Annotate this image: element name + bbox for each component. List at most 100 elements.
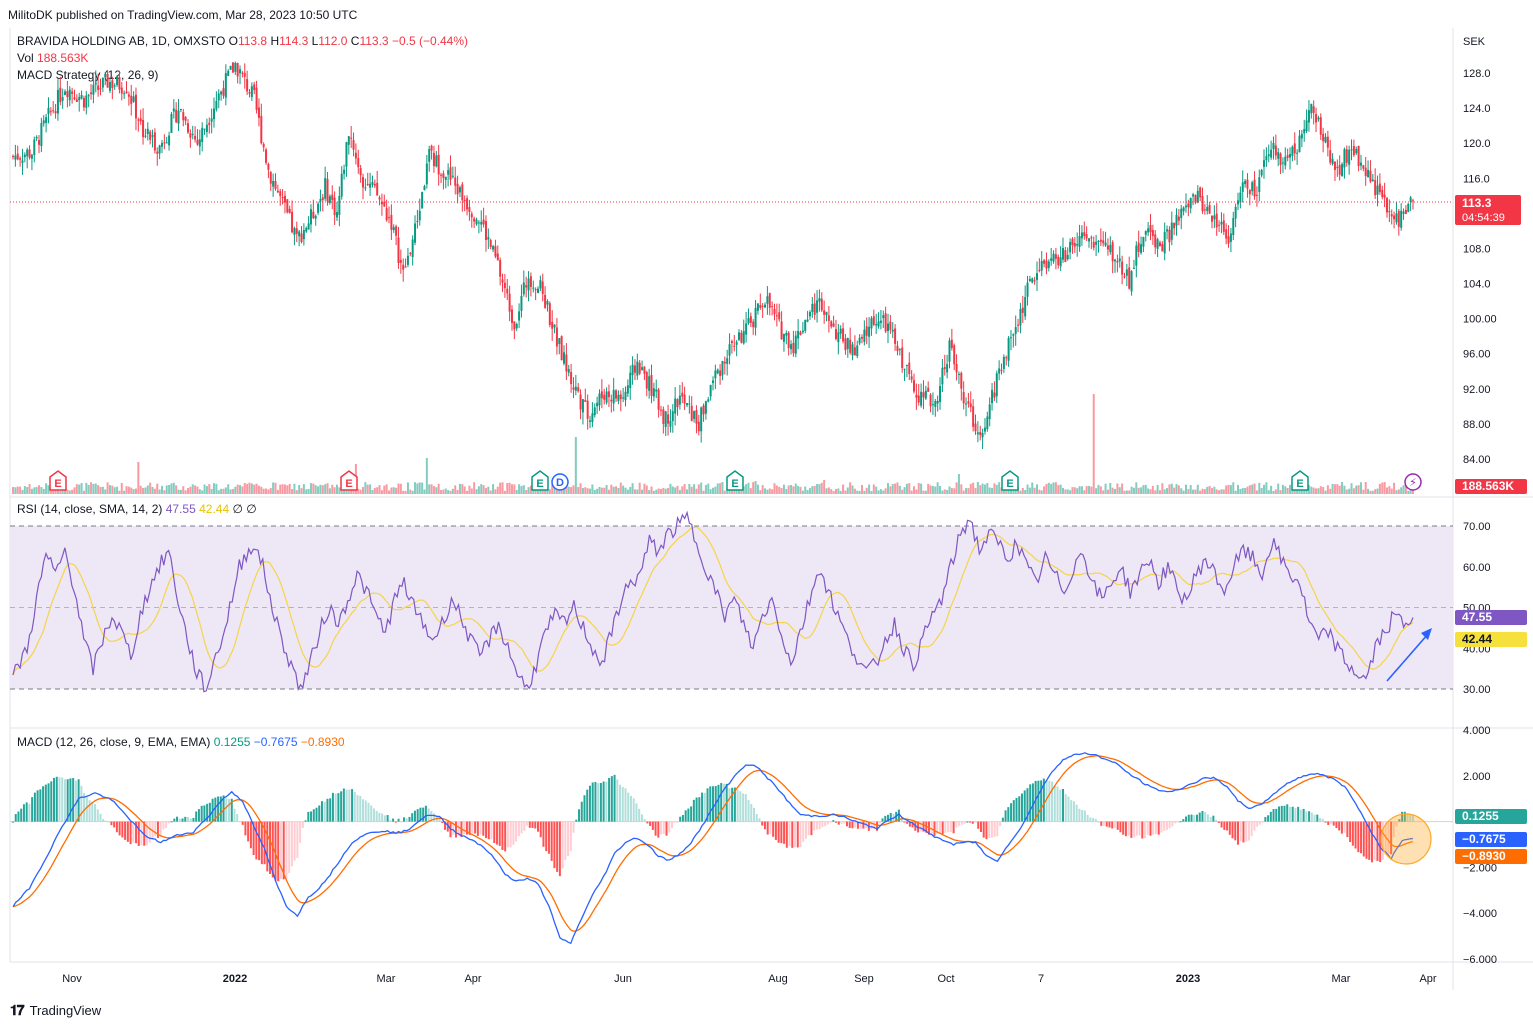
macd-histogram-bar	[1269, 811, 1272, 822]
macd-histogram-bar	[1286, 804, 1289, 822]
macd-histogram-bar	[1368, 821, 1371, 860]
macd-histogram-bar	[1015, 797, 1018, 822]
macd-histogram-bar	[1234, 821, 1237, 841]
volume-bar	[1156, 484, 1159, 494]
candle-body	[473, 218, 476, 222]
candle-body	[94, 82, 97, 85]
candle-body	[1073, 243, 1076, 247]
macd-histogram-bar	[1381, 821, 1384, 860]
volume-bar	[454, 485, 457, 494]
candle-body	[82, 98, 85, 108]
macd-histogram-bar	[1113, 821, 1116, 828]
candle-body	[1412, 200, 1414, 202]
macd-histogram-bar	[290, 821, 293, 867]
macd-histogram-bar	[520, 821, 523, 834]
volume-bar	[1367, 488, 1370, 494]
volume-bar	[142, 487, 145, 494]
macd-histogram-bar	[969, 821, 972, 823]
candle-body	[527, 278, 530, 291]
candle-body	[1028, 279, 1031, 282]
macd-histogram-bar	[526, 821, 529, 826]
candle-body	[156, 151, 159, 154]
macd-histogram-bar	[1321, 818, 1324, 822]
volume-bar	[94, 483, 97, 494]
macd-histogram-bar	[578, 809, 581, 822]
candle-body	[657, 389, 660, 410]
macd-histogram-bar	[342, 788, 345, 822]
candle-body	[19, 158, 22, 160]
volume-bar	[390, 487, 393, 494]
macd-histogram-bar	[148, 821, 151, 843]
candle-body	[849, 339, 852, 353]
macd-histogram-bar	[731, 787, 734, 822]
candle-body	[922, 392, 925, 398]
volume-bar	[364, 482, 367, 494]
macd-histogram-bar	[788, 821, 791, 847]
volume-bar	[35, 486, 38, 494]
candle-body	[681, 392, 684, 397]
volume-bar	[30, 488, 33, 494]
candle-body	[1286, 155, 1289, 158]
macd-histogram-bar	[1045, 780, 1048, 822]
rsi-badge: 47.55	[1462, 610, 1492, 624]
earnings-marker-label: E	[1006, 478, 1013, 490]
candle-body	[605, 391, 608, 403]
candle-body	[863, 329, 866, 342]
volume-bar	[1331, 483, 1334, 494]
volume-bar	[179, 489, 182, 494]
volume-bar	[860, 484, 863, 494]
macd-histogram-bar	[619, 784, 622, 822]
candle-body	[596, 402, 599, 407]
macd-histogram-bar	[1261, 821, 1264, 823]
volume-bar	[1033, 487, 1036, 494]
macd-histogram-bar	[657, 821, 660, 838]
price-axis-tick: 124.0	[1463, 103, 1491, 115]
macd-histogram-bar	[1012, 800, 1015, 822]
price-axis-unit: SEK	[1463, 36, 1486, 48]
macd-histogram-bar	[1231, 821, 1234, 839]
volume-bar	[574, 437, 577, 494]
volume-bar	[92, 483, 95, 494]
volume-bar	[941, 490, 944, 494]
macd-histogram-bar	[706, 788, 709, 822]
candle-body	[428, 149, 431, 162]
macd-histogram-bar	[63, 779, 66, 822]
macd-histogram-bar	[1165, 821, 1168, 830]
volume-bar	[551, 484, 554, 494]
macd-histogram-bar	[80, 785, 83, 822]
candle-body	[1355, 149, 1358, 154]
candle-body	[366, 184, 369, 186]
volume-bar	[1397, 489, 1400, 494]
candle-body	[785, 332, 788, 336]
macd-histogram-bar	[1174, 821, 1177, 824]
macd-histogram-bar	[1401, 811, 1404, 822]
time-axis-tick: Sep	[854, 973, 874, 985]
rsi-axis-tick: 30.00	[1463, 684, 1491, 696]
volume-bar	[943, 489, 946, 494]
macd-histogram-bar	[758, 818, 761, 822]
macd-histogram-bar	[441, 821, 444, 824]
candle-body	[132, 96, 135, 102]
macd-histogram-bar	[761, 821, 764, 826]
candle-body	[898, 349, 901, 351]
volume-bar	[697, 484, 700, 494]
candle-body	[224, 73, 227, 98]
macd-histogram-bar	[1256, 821, 1259, 827]
macd-histogram-bar	[1029, 784, 1032, 822]
volume-bar	[1260, 487, 1263, 494]
candle-body	[1062, 247, 1064, 260]
candle-body	[421, 192, 424, 209]
macd-histogram-bar	[1242, 821, 1245, 843]
volume-bar	[555, 490, 558, 494]
macd-histogram-bar	[684, 810, 687, 822]
volume-bar	[1319, 486, 1322, 494]
candle-body	[1038, 269, 1041, 271]
macd-histogram-bar	[1379, 821, 1382, 863]
macd-histogram-bar	[947, 821, 950, 833]
candle-body	[1357, 145, 1360, 167]
volume-bar	[915, 489, 918, 494]
macd-histogram-bar	[1122, 821, 1125, 835]
macd-histogram-bar	[640, 814, 643, 822]
candle-body	[494, 246, 497, 257]
